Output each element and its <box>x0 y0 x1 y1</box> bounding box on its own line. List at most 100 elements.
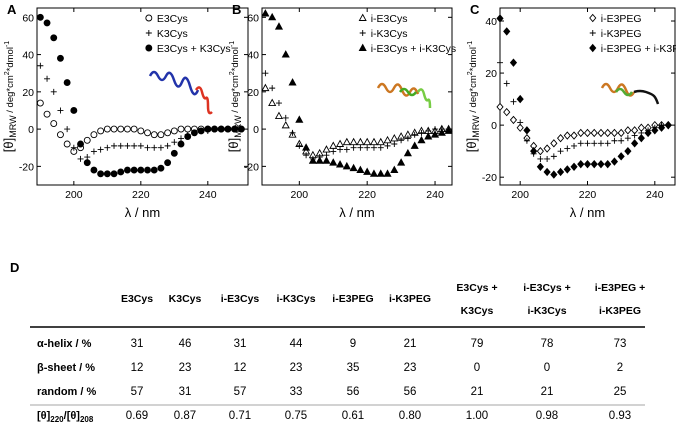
marker <box>274 111 284 120</box>
marker <box>624 135 631 142</box>
cell: 57 <box>131 386 144 398</box>
marker <box>364 144 371 151</box>
cell: 31 <box>234 338 247 350</box>
cell: 0.69 <box>126 410 148 422</box>
marker <box>570 131 578 140</box>
y-tick-label: 20 <box>485 68 497 80</box>
marker <box>398 137 405 144</box>
marker <box>390 165 399 174</box>
cell: 31 <box>131 338 144 350</box>
column-header: E3Cys <box>121 293 153 305</box>
marker <box>177 140 185 148</box>
marker <box>570 162 578 171</box>
marker <box>322 156 331 164</box>
column-header: E3Cys + <box>456 282 497 294</box>
marker <box>97 127 105 135</box>
marker <box>110 170 118 178</box>
cell: 78 <box>541 338 554 350</box>
marker <box>597 159 605 169</box>
cell: 35 <box>347 362 360 374</box>
cell: 25 <box>614 386 627 398</box>
marker <box>411 131 418 138</box>
marker <box>363 167 372 175</box>
cell: 0.75 <box>285 410 307 422</box>
marker <box>281 120 290 129</box>
marker <box>496 102 504 112</box>
marker <box>651 126 659 135</box>
marker <box>274 22 284 30</box>
y-tick-label: 0 <box>253 124 259 136</box>
marker <box>117 142 124 149</box>
marker <box>77 140 84 148</box>
marker <box>217 125 225 133</box>
legend-label: E3Cys <box>157 13 188 25</box>
marker <box>157 144 164 151</box>
helix-b <box>376 82 432 109</box>
legend-label: E3Cys + K3Cys <box>157 43 231 55</box>
cell: 44 <box>290 338 303 350</box>
marker <box>584 140 591 147</box>
plot-frame <box>499 7 676 186</box>
legend-marker <box>358 43 367 51</box>
marker <box>590 128 598 138</box>
y-label-sub: MRW <box>233 115 243 138</box>
marker <box>657 123 666 132</box>
cell: 0.61 <box>342 410 364 422</box>
marker <box>550 153 557 160</box>
marker <box>383 169 392 177</box>
marker <box>597 140 604 147</box>
y-tick-label: 20 <box>22 87 34 99</box>
marker <box>563 131 571 140</box>
marker <box>64 126 71 133</box>
column-header: i-E3PEG + <box>595 282 645 294</box>
marker <box>150 131 158 139</box>
marker <box>224 125 232 133</box>
marker <box>637 133 645 143</box>
cell: 2 <box>617 362 623 374</box>
x-tick-label: 200 <box>291 189 309 201</box>
column-header: i-E3Cys + <box>523 282 571 294</box>
x-tick-label: 240 <box>199 189 217 201</box>
cell: 56 <box>404 386 417 398</box>
marker <box>268 12 277 21</box>
marker <box>337 146 344 153</box>
x-axis-label: λ / nm <box>339 205 374 220</box>
row-label-part: [θ] <box>37 410 51 422</box>
marker <box>315 156 324 164</box>
y-label-main: [θ] <box>1 138 16 152</box>
marker <box>383 135 392 144</box>
cell: 0 <box>474 362 480 374</box>
marker <box>577 159 585 169</box>
legend-marker <box>589 30 596 36</box>
helix-c <box>600 82 660 105</box>
row-label: α-helix / % <box>37 338 92 350</box>
marker <box>103 170 111 178</box>
marker <box>624 126 632 135</box>
x-axis-label: λ / nm <box>570 205 605 220</box>
marker <box>342 161 351 170</box>
y-label-main: [θ] <box>226 138 241 152</box>
marker <box>631 139 639 148</box>
row-label-part: /[θ] <box>64 410 81 422</box>
marker <box>56 54 64 62</box>
y-label-sup: 2 <box>229 71 236 75</box>
marker <box>178 135 185 142</box>
marker <box>111 142 118 149</box>
marker <box>536 162 544 171</box>
marker <box>322 145 331 153</box>
y-label-sub: MRW <box>8 115 18 138</box>
marker <box>330 148 337 155</box>
marker <box>404 135 411 142</box>
y-tick-label: 40 <box>247 50 259 62</box>
marker <box>97 146 104 153</box>
cell: 0.98 <box>536 410 558 422</box>
marker <box>604 159 612 169</box>
marker <box>610 157 619 166</box>
x-tick-label: 220 <box>132 189 150 201</box>
legend-label: i-K3PEG <box>601 28 642 40</box>
row-label-part: 208 <box>80 415 94 424</box>
plot-frame <box>36 7 249 186</box>
marker <box>664 120 672 130</box>
marker <box>417 135 426 144</box>
